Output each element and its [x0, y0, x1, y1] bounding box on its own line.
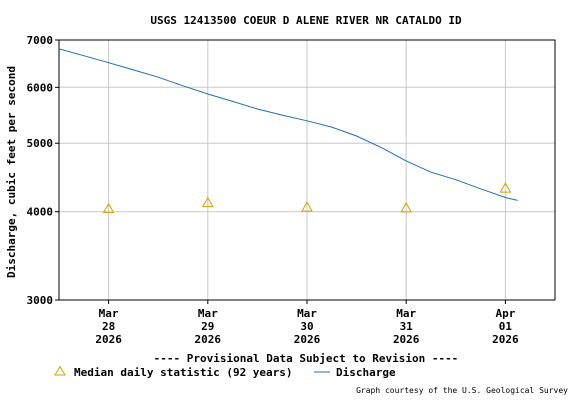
x-tick-label: 2026 — [95, 333, 122, 346]
median-marker — [499, 182, 512, 193]
x-tick-label: 01 — [499, 320, 513, 333]
discharge-line — [58, 48, 518, 201]
x-tick-label: 2026 — [393, 333, 420, 346]
x-tick-label: Apr — [495, 307, 515, 320]
y-axis-ticks: 3000 4000 5000 6000 7000 — [27, 34, 59, 307]
legend-triangle-icon — [54, 365, 66, 376]
x-tick-label: 31 — [400, 320, 414, 333]
y-axis-label: Discharge, cubic feet per second — [5, 66, 18, 278]
series-layer — [58, 48, 518, 214]
credit-text: Graph courtesy of the U.S. Geological Su… — [356, 386, 568, 395]
x-tick-label: 28 — [102, 320, 115, 333]
y-tick-label: 5000 — [27, 137, 54, 150]
x-tick-label: 29 — [201, 320, 214, 333]
median-marker — [400, 201, 413, 213]
x-tick-label: Mar — [297, 307, 317, 320]
x-tick-label: Mar — [396, 307, 416, 320]
y-tick-label: 3000 — [27, 294, 54, 307]
provisional-notice: ---- Provisional Data Subject to Revisio… — [154, 352, 459, 365]
y-tick-label: 7000 — [27, 34, 54, 47]
x-tick-label: 2026 — [492, 333, 519, 346]
x-tick-label: 2026 — [195, 333, 222, 346]
grid-lines — [59, 39, 555, 301]
x-tick-label: 30 — [300, 320, 313, 333]
legend: Median daily statistic (92 years) Discha… — [54, 365, 396, 379]
median-marker — [201, 196, 214, 208]
y-tick-label: 6000 — [27, 81, 54, 94]
y-tick-label: 4000 — [27, 206, 54, 219]
chart-title: USGS 12413500 COEUR D ALENE RIVER NR CAT… — [150, 14, 462, 27]
x-tick-label: 2026 — [294, 333, 321, 346]
x-tick-label: Mar — [99, 307, 119, 320]
x-tick-label: Mar — [198, 307, 218, 320]
legend-label-discharge: Discharge — [336, 366, 396, 379]
legend-label-median: Median daily statistic (92 years) — [74, 366, 293, 379]
median-marker — [102, 202, 115, 214]
x-axis-ticks: Mar282026Mar292026Mar302026Mar312026Apr0… — [95, 300, 519, 346]
median-marker — [301, 201, 313, 212]
